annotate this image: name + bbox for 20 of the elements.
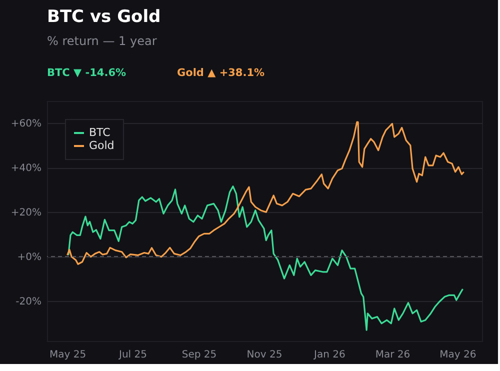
legend-label: Gold <box>89 139 114 152</box>
chart-title: BTC vs Gold <box>47 7 161 27</box>
chart-subtitle: % return — 1 year <box>47 34 157 48</box>
text: BTC ▼ -14.6% <box>47 67 127 79</box>
y-tick-label: +20% <box>10 208 42 219</box>
line-series <box>68 186 464 331</box>
text: Gold ▲ +38.1% <box>177 67 266 79</box>
x-tick-label: Sep 25 <box>182 350 217 360</box>
y-tick-label: +0% <box>17 252 42 264</box>
legend-label: BTC <box>89 126 111 139</box>
x-tick-label: May 26 <box>440 350 476 360</box>
x-tick-label: Mar 26 <box>375 350 410 360</box>
line-series <box>66 121 465 265</box>
x-tick-label: Nov 25 <box>246 350 282 360</box>
x-tick-label: Jul 25 <box>118 350 147 360</box>
x-tick-label: May 25 <box>50 350 86 360</box>
y-tick-label: -20% <box>16 296 42 308</box>
y-tick-label: +40% <box>10 163 42 174</box>
x-tick-label: Jan 26 <box>313 350 346 360</box>
y-tick-label: +60% <box>10 118 42 130</box>
